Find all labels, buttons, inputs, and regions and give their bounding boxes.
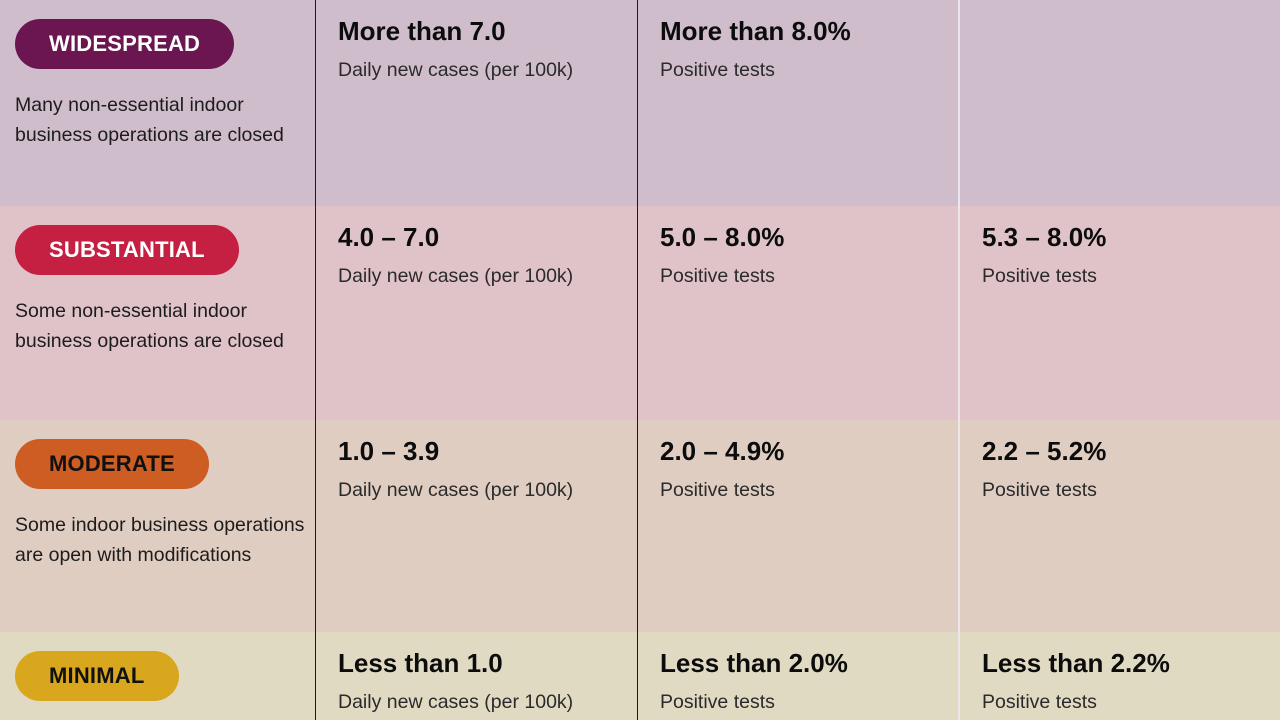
tier-row-minimal: MINIMAL Less than 1.0 Daily new cases (p… [0,632,1280,720]
tier-badge-widespread: WIDESPREAD [15,19,235,69]
tier-row-widespread: WIDESPREAD Many non-essential indoor bus… [0,0,1280,206]
positivity-value: 5.0 – 8.0% [660,222,785,252]
cases-cell: 4.0 – 7.0 Daily new cases (per 100k) [315,206,637,420]
tier-label-cell: MODERATE Some indoor business operations… [0,420,315,632]
equity-value: Less than 2.2% [982,648,1170,678]
cases-cell: Less than 1.0 Daily new cases (per 100k) [315,632,637,720]
equity-value: 5.3 – 8.0% [982,222,1107,252]
equity-cell: Less than 2.2% Positive tests [958,632,1280,720]
equity-cell [958,0,1280,206]
positivity-cell: Less than 2.0% Positive tests [637,632,958,720]
positivity-label: Positive tests [660,265,775,287]
cases-label: Daily new cases (per 100k) [338,59,574,81]
cases-value: Less than 1.0 [338,648,503,678]
tier-label-cell: MINIMAL [0,632,315,720]
positivity-cell: More than 8.0% Positive tests [637,0,958,206]
equity-value: 2.2 – 5.2% [982,436,1107,466]
cases-label: Daily new cases (per 100k) [338,691,574,713]
tier-label-cell: SUBSTANTIAL Some non-essential indoor bu… [0,206,315,420]
positivity-value: Less than 2.0% [660,648,848,678]
cases-value: 4.0 – 7.0 [338,222,440,252]
tier-description: Some non-essential indoor business opera… [15,300,284,352]
positivity-label: Positive tests [660,479,775,501]
cases-value: 1.0 – 3.9 [338,436,440,466]
tier-row-moderate: MODERATE Some indoor business operations… [0,420,1280,632]
positivity-cell: 5.0 – 8.0% Positive tests [637,206,958,420]
equity-label: Positive tests [982,479,1097,501]
tier-badge-moderate: MODERATE [15,439,209,489]
equity-label: Positive tests [982,691,1097,713]
tier-label-cell: WIDESPREAD Many non-essential indoor bus… [0,0,315,206]
equity-cell: 2.2 – 5.2% Positive tests [958,420,1280,632]
tier-description: Many non-essential indoor business opera… [15,94,284,146]
cases-cell: More than 7.0 Daily new cases (per 100k) [315,0,637,206]
cases-cell: 1.0 – 3.9 Daily new cases (per 100k) [315,420,637,632]
positivity-value: More than 8.0% [660,16,851,46]
cases-label: Daily new cases (per 100k) [338,265,574,287]
positivity-label: Positive tests [660,59,775,81]
tier-badge-substantial: SUBSTANTIAL [15,225,239,275]
equity-label: Positive tests [982,265,1097,287]
tier-badge-minimal: MINIMAL [15,651,179,701]
tier-description: Some indoor business operations are open… [15,514,305,566]
cases-label: Daily new cases (per 100k) [338,479,574,501]
cases-value: More than 7.0 [338,16,506,46]
positivity-value: 2.0 – 4.9% [660,436,785,466]
positivity-label: Positive tests [660,691,775,713]
tier-row-substantial: SUBSTANTIAL Some non-essential indoor bu… [0,206,1280,420]
positivity-cell: 2.0 – 4.9% Positive tests [637,420,958,632]
equity-cell: 5.3 – 8.0% Positive tests [958,206,1280,420]
